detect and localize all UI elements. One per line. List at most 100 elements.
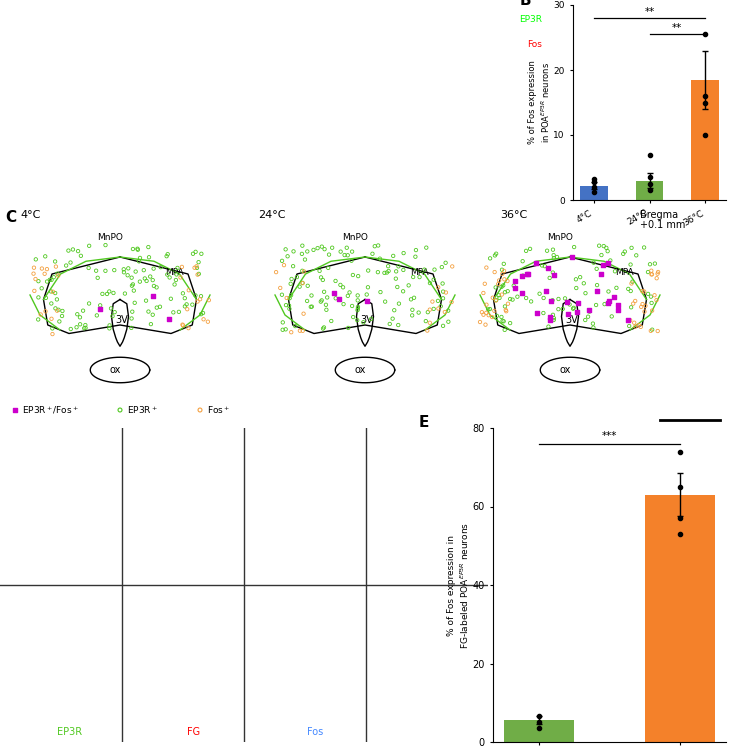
Point (609, 265, 621, 277)
Point (583, 304, 595, 316)
Point (346, 255, 357, 267)
Point (338, 298, 349, 310)
Point (500, 304, 512, 316)
Point (109, 306, 120, 318)
Point (649, 258, 660, 270)
Point (44, 274, 55, 286)
Point (474, 316, 486, 328)
Point (52, 267, 63, 279)
Point (410, 244, 422, 256)
Point (629, 295, 641, 307)
Point (636, 298, 648, 310)
Bar (504, 720, 574, 742)
Point (492, 278, 504, 290)
Point (71, 321, 82, 333)
Point (487, 292, 499, 304)
Text: 36°C: 36°C (435, 180, 459, 190)
Point (522, 268, 534, 280)
Point (305, 301, 316, 313)
Y-axis label: % of Fos expression in
FG-labeled POA$^{EP3R}$ neurons: % of Fos expression in FG-labeled POA$^{… (448, 521, 471, 648)
Point (46, 274, 58, 286)
Point (642, 288, 654, 300)
Point (171, 268, 182, 280)
Point (291, 271, 303, 283)
Point (342, 290, 354, 302)
Point (476, 306, 488, 318)
Point (591, 279, 603, 291)
Point (320, 299, 332, 311)
Point (40, 292, 52, 304)
Point (604, 255, 616, 267)
Bar (636, 181, 663, 200)
Point (566, 251, 578, 263)
Point (488, 305, 500, 317)
Bar (580, 186, 608, 200)
Point (288, 246, 300, 258)
Point (611, 282, 623, 294)
Text: 3V: 3V (566, 315, 578, 325)
Point (50, 261, 62, 273)
Point (33, 291, 44, 303)
Point (496, 315, 508, 327)
Point (547, 249, 559, 261)
Point (147, 309, 158, 320)
Point (645, 264, 657, 276)
Point (398, 247, 410, 259)
Text: Fos: Fos (528, 40, 542, 49)
Point (572, 297, 584, 309)
Point (284, 300, 295, 311)
Point (508, 280, 520, 292)
Point (42, 276, 53, 288)
Point (580, 314, 591, 326)
Point (351, 314, 363, 326)
Point (420, 315, 432, 327)
Text: 24°C: 24°C (258, 210, 286, 220)
Point (480, 307, 492, 319)
Point (559, 292, 571, 304)
Point (397, 285, 409, 297)
Point (639, 285, 650, 297)
Point (490, 294, 502, 306)
Point (494, 292, 505, 304)
Point (629, 320, 641, 332)
Point (181, 298, 192, 310)
Point (369, 241, 381, 252)
Point (571, 282, 582, 294)
Point (651, 294, 663, 306)
Point (276, 289, 288, 301)
Point (330, 292, 342, 304)
Point (161, 269, 173, 281)
Point (512, 291, 523, 303)
Text: MPA: MPA (410, 268, 429, 277)
Point (168, 279, 180, 291)
Point (578, 277, 590, 289)
Point (317, 323, 329, 335)
Point (440, 257, 451, 269)
Point (161, 250, 173, 262)
Point (148, 280, 160, 292)
Point (491, 294, 502, 306)
Point (270, 266, 282, 278)
Point (346, 246, 358, 258)
Point (587, 317, 599, 329)
Point (108, 287, 120, 299)
Point (373, 240, 384, 252)
Point (553, 293, 564, 305)
Point (516, 287, 528, 299)
Point (281, 250, 293, 262)
Point (526, 296, 537, 308)
Point (83, 240, 95, 252)
Point (548, 269, 560, 281)
Point (517, 255, 529, 267)
Point (515, 270, 527, 282)
Point (498, 258, 510, 270)
Point (192, 296, 203, 308)
Text: A: A (6, 11, 17, 26)
Text: 24°C: 24°C (243, 180, 267, 190)
Point (48, 271, 60, 283)
Point (297, 277, 308, 289)
Point (177, 320, 189, 332)
Text: ***: *** (602, 430, 617, 441)
Point (645, 325, 657, 337)
Text: E: E (418, 415, 429, 430)
